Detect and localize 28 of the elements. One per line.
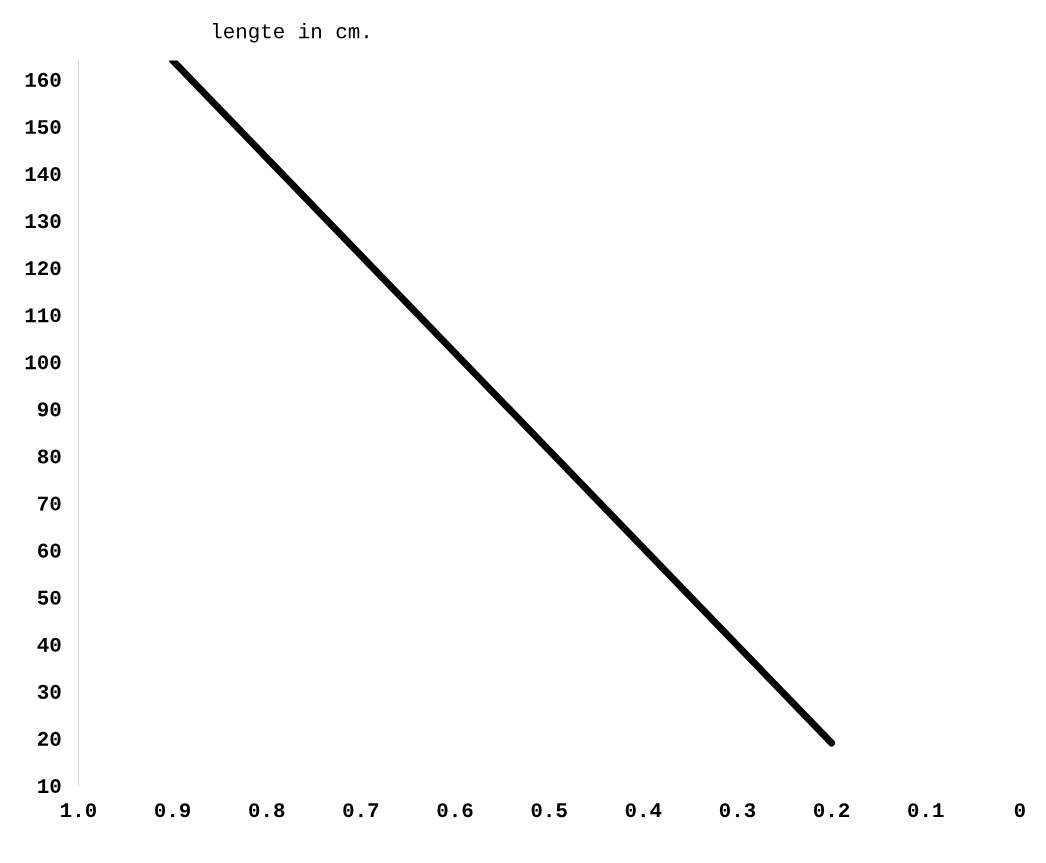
y-tick-label: 150 — [25, 119, 61, 135]
x-tick-label: 0.5 — [531, 803, 567, 818]
y-tick-label: 20 — [38, 731, 61, 747]
y-tick-label: 130 — [25, 214, 61, 229]
y-tick-label: 60 — [38, 543, 61, 558]
x-tick-label: 0.6 — [437, 803, 473, 818]
x-tick-label: 0.8 — [249, 803, 285, 818]
y-tick-label: 100 — [25, 355, 61, 370]
x-tick-label: 0 — [1014, 803, 1025, 818]
x-tick-label: 0.3 — [719, 803, 756, 818]
y-axis-title: lengte in cm. — [212, 23, 368, 43]
x-tick-label: 1.0 — [61, 803, 96, 818]
x-tick-label: 0.1 — [908, 803, 944, 818]
y-tick-label: 40 — [37, 637, 61, 652]
x-tick-label: 0.9 — [155, 803, 191, 818]
y-tick-label: 90 — [37, 402, 61, 417]
x-tick-label: 0.7 — [343, 803, 379, 818]
y-tick-label: 10 — [38, 778, 61, 794]
y-tick-label: 80 — [37, 449, 61, 464]
y-tick-label: 110 — [25, 308, 61, 323]
y-tick-label: 50 — [37, 590, 61, 605]
y-tick-label: 30 — [37, 684, 61, 699]
y-tick-label: 120 — [25, 261, 61, 276]
y-tick-label: 160 — [25, 72, 61, 87]
y-tick-label: 140 — [25, 167, 61, 182]
x-tick-label: 0.2 — [814, 803, 850, 818]
x-tick-label: 0.4 — [625, 803, 662, 818]
y-tick-label: 70 — [38, 496, 61, 511]
